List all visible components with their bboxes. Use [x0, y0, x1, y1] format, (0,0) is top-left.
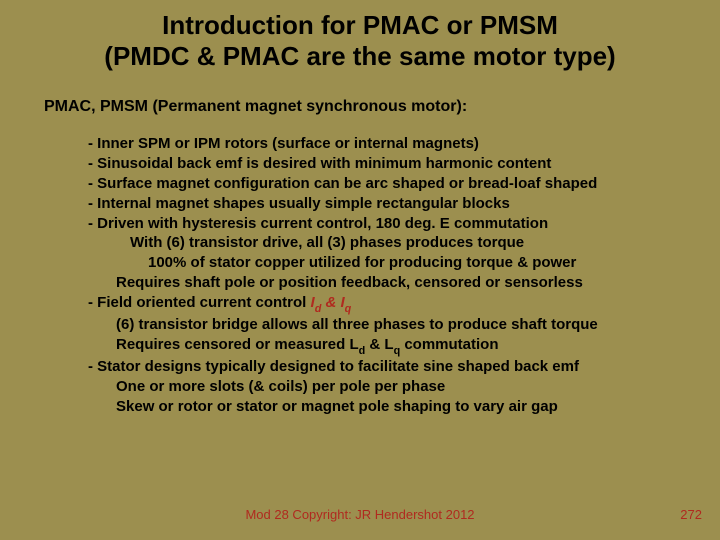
bullet-subitem: 100% of stator copper utilized for produ… — [88, 253, 720, 273]
section-subhead: PMAC, PMSM (Permanent magnet synchronous… — [0, 72, 720, 116]
bullet-text: - Field oriented current control — [88, 294, 311, 311]
bullet-subitem: One or more slots (& coils) per pole per… — [88, 377, 720, 397]
title-line-2: (PMDC & PMAC are the same motor type) — [104, 41, 615, 71]
bullet-subitem: With (6) transistor drive, all (3) phase… — [88, 233, 720, 253]
slide: Introduction for PMAC or PMSM (PMDC & PM… — [0, 0, 720, 540]
bullet-item: - Stator designs typically designed to f… — [88, 357, 720, 377]
bullet-item: - Inner SPM or IPM rotors (surface or in… — [88, 134, 720, 154]
bullet-subitem: Skew or rotor or stator or magnet pole s… — [88, 397, 720, 417]
var-lq: Lq — [384, 336, 400, 353]
bullet-item: - Driven with hysteresis current control… — [88, 214, 720, 234]
page-number: 272 — [680, 507, 702, 522]
bullet-item: - Field oriented current control Id & Iq — [88, 293, 720, 315]
bullet-subitem: Requires shaft pole or position feedback… — [88, 273, 720, 293]
bullet-item: - Surface magnet configuration can be ar… — [88, 174, 720, 194]
bullet-subitem: Requires censored or measured Ld & Lq co… — [88, 335, 720, 357]
bullet-list: - Inner SPM or IPM rotors (surface or in… — [0, 116, 720, 416]
var-ld: Ld — [349, 336, 365, 353]
var-id: Id & Iq — [311, 294, 352, 311]
slide-title: Introduction for PMAC or PMSM (PMDC & PM… — [0, 0, 720, 72]
bullet-item: - Internal magnet shapes usually simple … — [88, 194, 720, 214]
footer-copyright: Mod 28 Copyright: JR Hendershot 2012 — [0, 507, 720, 522]
bullet-subitem: (6) transistor bridge allows all three p… — [88, 315, 720, 335]
bullet-item: - Sinusoidal back emf is desired with mi… — [88, 154, 720, 174]
bullet-text: Requires censored or measured — [116, 336, 349, 353]
title-line-1: Introduction for PMAC or PMSM — [162, 10, 558, 40]
